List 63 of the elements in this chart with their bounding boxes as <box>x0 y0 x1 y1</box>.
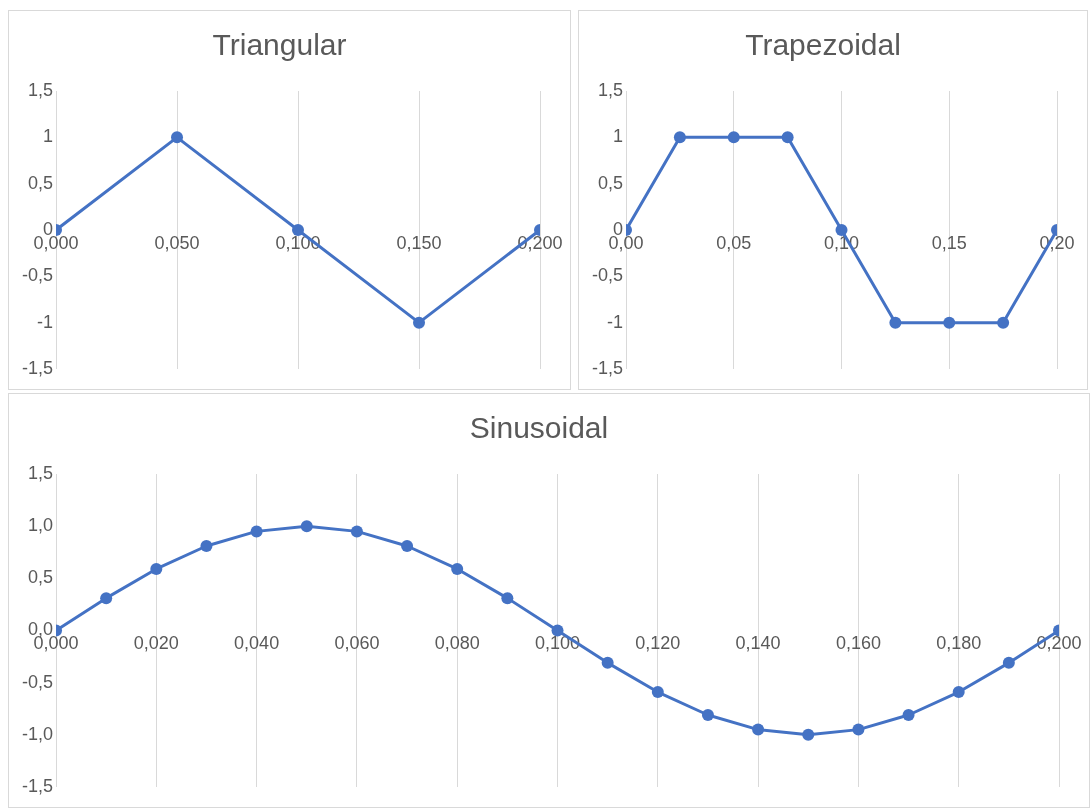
y-tick-label: -1,5 <box>21 775 54 796</box>
x-tick-label: 0,020 <box>133 633 179 654</box>
x-tick-label: 0,200 <box>1036 633 1082 654</box>
point <box>1002 656 1015 669</box>
y-tick-label: -1 <box>607 311 624 332</box>
point <box>501 592 514 605</box>
chart-title: Sinusoidal <box>469 411 609 445</box>
point <box>551 624 564 637</box>
point <box>752 723 765 736</box>
point <box>952 686 965 699</box>
point <box>401 539 414 552</box>
y-tick-label: 0,5 <box>27 172 54 193</box>
point <box>802 728 815 741</box>
y-tick-label: 1 <box>613 126 624 147</box>
point <box>902 709 915 722</box>
chart-title: Triangular <box>212 28 347 62</box>
x-tick-label: 0,160 <box>835 633 881 654</box>
point <box>835 224 848 236</box>
y-tick-label: 0,5 <box>597 172 624 193</box>
x-tick-label: 0,180 <box>936 633 982 654</box>
point <box>350 525 363 538</box>
point <box>451 562 464 575</box>
y-tick-label: -1,0 <box>21 723 54 744</box>
x-tick-label: 0,050 <box>154 232 200 253</box>
point <box>292 224 305 236</box>
point <box>889 316 902 329</box>
point <box>651 686 664 699</box>
x-tick-label: 0,05 <box>716 232 752 253</box>
point <box>673 131 686 144</box>
x-tick-label: 0,060 <box>334 633 380 654</box>
x-tick-label: 0,140 <box>735 633 781 654</box>
y-tick-label: -1,5 <box>21 357 54 378</box>
x-tick-label: 0,150 <box>396 232 442 253</box>
point <box>171 131 184 144</box>
point <box>300 520 313 533</box>
y-tick-label: 1,5 <box>597 79 624 100</box>
x-tick-label: 0,120 <box>635 633 681 654</box>
y-tick-label: 1 <box>43 126 54 147</box>
point <box>852 723 865 736</box>
chart-title: Trapezoidal <box>745 28 901 62</box>
y-tick-label: -1,5 <box>591 357 624 378</box>
point <box>781 131 794 144</box>
point <box>100 592 113 605</box>
x-tick-label: 0,040 <box>234 633 280 654</box>
point <box>727 131 740 144</box>
point <box>413 316 425 329</box>
y-tick-label: -0,5 <box>21 671 54 692</box>
point <box>997 316 1010 329</box>
x-tick-label: 0,080 <box>434 633 480 654</box>
point <box>943 316 956 329</box>
point <box>250 525 263 538</box>
point <box>701 709 714 722</box>
y-tick-label: -1 <box>37 311 54 332</box>
x-tick-label: 0,15 <box>931 232 967 253</box>
point <box>601 656 614 669</box>
y-tick-label: 0,5 <box>27 567 54 588</box>
y-tick-label: 1,0 <box>27 515 54 536</box>
point <box>150 562 163 575</box>
y-tick-label: -0,5 <box>21 265 54 286</box>
point <box>200 539 213 552</box>
y-tick-label: 1,5 <box>27 79 54 100</box>
y-tick-label: -0,5 <box>591 265 624 286</box>
y-tick-label: 1,5 <box>27 462 54 483</box>
